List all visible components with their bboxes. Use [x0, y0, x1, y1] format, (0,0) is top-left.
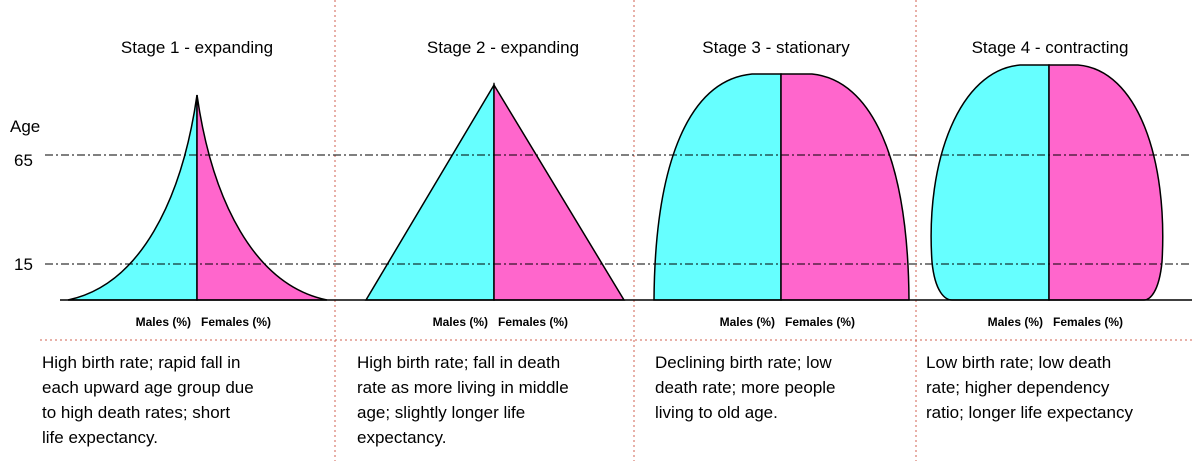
axis-tick: 65 — [14, 151, 33, 170]
males-label: Males (%) — [988, 315, 1043, 329]
males-shape — [67, 94, 198, 301]
females-shape — [1048, 64, 1164, 301]
axis-tick: 15 — [14, 255, 33, 274]
females-label: Females (%) — [498, 315, 568, 329]
description-line: Low birth rate; low death — [926, 353, 1111, 372]
males-label: Males (%) — [136, 315, 191, 329]
description-line: to high death rates; short — [42, 403, 230, 422]
females-label: Females (%) — [785, 315, 855, 329]
description-line: life expectancy. — [42, 428, 158, 447]
females-shape — [780, 73, 910, 301]
description-line: age; slightly longer life — [357, 403, 525, 422]
males-shape — [653, 73, 782, 301]
description-line: High birth rate; rapid fall in — [42, 353, 240, 372]
description-line: death rate; more people — [655, 378, 836, 397]
females-shape — [493, 82, 626, 301]
description-line: each upward age group due — [42, 378, 254, 397]
description-line: High birth rate; fall in death — [357, 353, 560, 372]
dividers — [40, 0, 1192, 461]
females-label: Females (%) — [201, 315, 271, 329]
males-shape — [930, 64, 1050, 301]
shapes — [67, 64, 1164, 301]
stage-title: Stage 2 - expanding — [427, 38, 579, 57]
description-line: Declining birth rate; low — [655, 353, 832, 372]
stage-title: Stage 3 - stationary — [702, 38, 850, 57]
males-label: Males (%) — [720, 315, 775, 329]
description-line: rate; higher dependency — [926, 378, 1110, 397]
description-line: rate as more living in middle — [357, 378, 569, 397]
stage-title: Stage 4 - contracting — [972, 38, 1129, 57]
axis-label: Age — [10, 117, 40, 136]
stage-title: Stage 1 - expanding — [121, 38, 273, 57]
males-shape — [364, 82, 495, 301]
females-shape — [196, 94, 328, 301]
males-label: Males (%) — [433, 315, 488, 329]
females-label: Females (%) — [1053, 315, 1123, 329]
description-line: ratio; longer life expectancy — [926, 403, 1133, 422]
description-line: living to old age. — [655, 403, 778, 422]
description-line: expectancy. — [357, 428, 446, 447]
